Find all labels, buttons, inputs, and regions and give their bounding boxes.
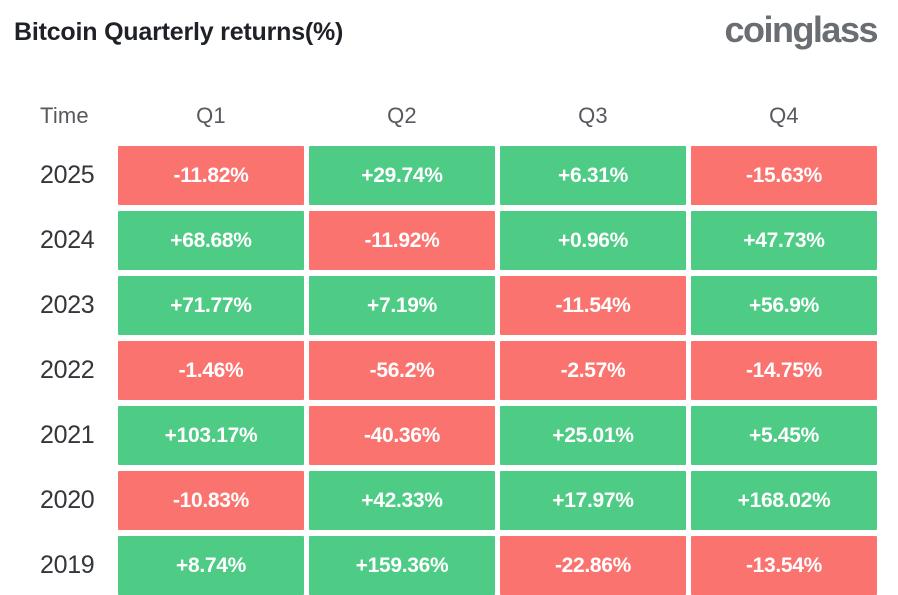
table-body: 2025 -11.82% +29.74% +6.31% -15.63% 2024 +68.6…	[0, 146, 898, 595]
return-cell: +5.45%	[691, 406, 877, 465]
table-row: 2020 -10.83% +42.33% +17.97% +168.02%	[0, 471, 898, 530]
return-cell: +8.74%	[118, 536, 304, 595]
page-title: Bitcoin Quarterly returns(%)	[14, 18, 344, 46]
column-header-q2: Q2	[387, 102, 417, 128]
return-cell: +17.97%	[500, 471, 686, 530]
table-row: 2023 +71.77% +7.19% -11.54% +56.9%	[0, 276, 898, 335]
return-cell: +56.9%	[691, 276, 877, 335]
year-label: 2022	[40, 356, 95, 384]
return-cell: -13.54%	[691, 536, 877, 595]
table-row: 2022 -1.46% -56.2% -2.57% -14.75%	[0, 341, 898, 400]
return-cell: -11.92%	[309, 211, 495, 270]
year-label: 2019	[40, 551, 95, 579]
return-cell: -40.36%	[309, 406, 495, 465]
table-header-row: Time Q1 Q2 Q3 Q4	[0, 85, 898, 146]
table-row: 2025 -11.82% +29.74% +6.31% -15.63%	[0, 146, 898, 205]
return-cell: +71.77%	[118, 276, 304, 335]
year-label: 2024	[40, 226, 95, 254]
return-cell: +47.73%	[691, 211, 877, 270]
year-label: 2025	[40, 161, 95, 189]
column-header-time: Time	[40, 102, 89, 128]
return-cell: -11.54%	[500, 276, 686, 335]
return-cell: +42.33%	[309, 471, 495, 530]
year-label: 2023	[40, 291, 95, 319]
return-cell: -10.83%	[118, 471, 304, 530]
return-cell: +0.96%	[500, 211, 686, 270]
return-cell: -14.75%	[691, 341, 877, 400]
column-header-q4: Q4	[769, 102, 799, 128]
top-bar: Bitcoin Quarterly returns(%) coinglass	[0, 0, 898, 85]
return-cell: +7.19%	[309, 276, 495, 335]
year-label: 2021	[40, 421, 95, 449]
return-cell: -15.63%	[691, 146, 877, 205]
coinglass-logo: coinglass	[724, 9, 878, 50]
table-row: 2019 +8.74% +159.36% -22.86% -13.54%	[0, 536, 898, 595]
column-header-q1: Q1	[196, 102, 226, 128]
return-cell: -1.46%	[118, 341, 304, 400]
return-cell: -2.57%	[500, 341, 686, 400]
return-cell: +29.74%	[309, 146, 495, 205]
return-cell: -11.82%	[118, 146, 304, 205]
return-cell: +6.31%	[500, 146, 686, 205]
return-cell: +68.68%	[118, 211, 304, 270]
table-row: 2021 +103.17% -40.36% +25.01% +5.45%	[0, 406, 898, 465]
table-row: 2024 +68.68% -11.92% +0.96% +47.73%	[0, 211, 898, 270]
return-cell: -56.2%	[309, 341, 495, 400]
return-cell: +159.36%	[309, 536, 495, 595]
returns-table: Time Q1 Q2 Q3 Q4 2025 -11.82% +29.74% +6.31…	[0, 85, 898, 595]
return-cell: +168.02%	[691, 471, 877, 530]
return-cell: +103.17%	[118, 406, 304, 465]
return-cell: +25.01%	[500, 406, 686, 465]
year-label: 2020	[40, 486, 95, 514]
return-cell: -22.86%	[500, 536, 686, 595]
column-header-q3: Q3	[578, 102, 608, 128]
